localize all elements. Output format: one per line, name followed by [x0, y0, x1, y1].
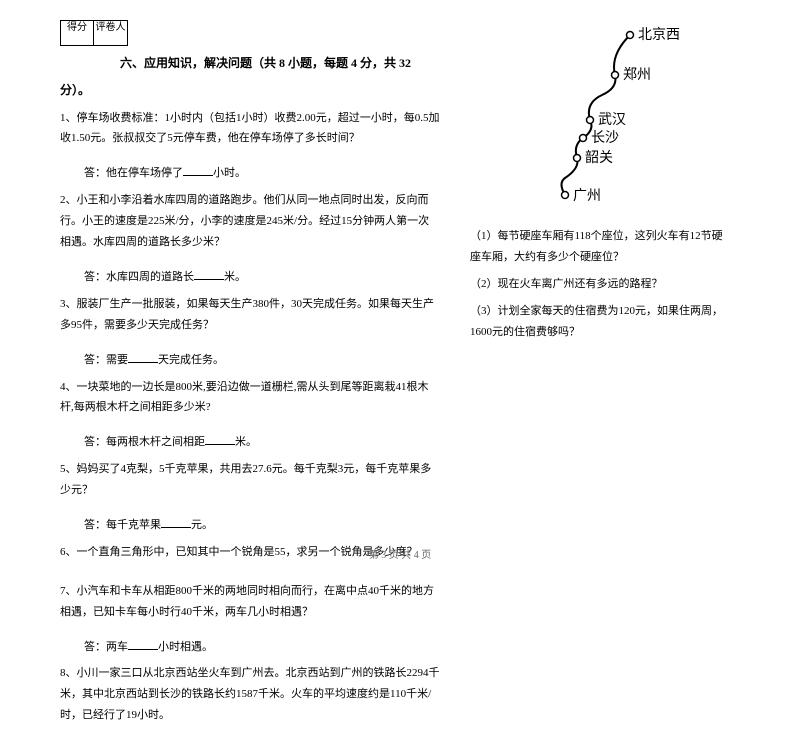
- station-dot: [627, 32, 634, 39]
- station-dot: [580, 135, 587, 142]
- subquestion-2: （2）现在火车离广州还有多远的路程？: [470, 274, 730, 295]
- blank: [183, 164, 213, 176]
- answer-3-pre: 答：需要: [84, 354, 128, 366]
- question-4: 4、一块菜地的一边长是800米,要沿边做一道栅栏,需从头到尾等距离栽41根木杆,…: [60, 377, 440, 419]
- question-2: 2、小王和小李沿着水库四周的道路跑步。他们从同一地点同时出发，反向而行。小王的速…: [60, 190, 440, 253]
- answer-2: 答：水库四周的道路长 米。: [60, 267, 440, 288]
- answer-4: 答：每两根木杆之间相距 米。: [60, 432, 440, 453]
- answer-3-post: 天完成任务。: [158, 354, 224, 366]
- answer-7-post: 小时相遇。: [158, 641, 213, 653]
- station-label-bjx: 北京西: [638, 27, 680, 43]
- page-footer: 第 3 页 共 4 页: [0, 546, 800, 561]
- question-8: 8、小川一家三口从北京西站坐火车到广州去。北京西站到广州的铁路长2294千米，其…: [60, 663, 440, 726]
- answer-4-pre: 答：每两根木杆之间相距: [84, 436, 205, 448]
- answer-1-post: 小时。: [213, 167, 246, 179]
- blank: [161, 516, 191, 528]
- station-dot: [612, 72, 619, 79]
- station-dot: [562, 192, 569, 199]
- section-title: 六、应用知识，解决问题（共 8 小题，每题 4 分，共 32: [60, 52, 440, 75]
- answer-2-pre: 答：水库四周的道路长: [84, 271, 194, 283]
- station-dot: [574, 155, 581, 162]
- score-cell-grader: 评卷人: [94, 20, 128, 46]
- station-label-zz: 郑州: [623, 67, 651, 83]
- answer-5-pre: 答：每千克苹果: [84, 519, 161, 531]
- blank: [128, 351, 158, 363]
- answer-5: 答：每千克苹果 元。: [60, 515, 440, 536]
- question-3: 3、服装厂生产一批服装，如果每天生产380件，30天完成任务。如果每天生产多95…: [60, 294, 440, 336]
- station-dot: [587, 117, 594, 124]
- question-5: 5、妈妈买了4克梨，5千克苹果，共用去27.6元。每千克梨3元，每千克苹果多少元…: [60, 459, 440, 501]
- section-sub: 分）。: [60, 79, 440, 102]
- station-label-gz: 广州: [573, 188, 601, 204]
- answer-1: 答：他在停车场停了 小时。: [60, 163, 440, 184]
- answer-7: 答：两车 小时相遇。: [60, 637, 440, 658]
- answer-5-post: 元。: [191, 519, 213, 531]
- answer-1-pre: 答：他在停车场停了: [84, 167, 183, 179]
- answer-3: 答：需要 天完成任务。: [60, 350, 440, 371]
- score-cell-score: 得分: [60, 20, 94, 46]
- answer-4-post: 米。: [235, 436, 257, 448]
- blank: [205, 433, 235, 445]
- station-label-cs: 长沙: [591, 130, 619, 146]
- answer-2-post: 米。: [224, 271, 246, 283]
- answer-7-pre: 答：两车: [84, 641, 128, 653]
- blank: [128, 638, 158, 650]
- station-label-sg: 韶关: [585, 150, 613, 166]
- rail-map: 北京西 郑州 武汉 长沙 韶关 广州: [510, 20, 690, 220]
- subquestion-3: （3）计划全家每天的住宿费为120元，如果住两周，1600元的住宿费够吗？: [470, 301, 730, 343]
- blank: [194, 268, 224, 280]
- subquestion-1: （1）每节硬座车厢有118个座位，这列火车有12节硬座车厢，大约有多少个硬座位？: [470, 226, 730, 268]
- question-1: 1、停车场收费标准：1小时内（包括1小时）收费2.00元，超过一小时，每0.5加…: [60, 108, 440, 150]
- score-box: 得分 评卷人: [60, 20, 440, 46]
- question-7: 7、小汽车和卡车从相距800千米的两地同时相向而行，在离中点40千米的地方相遇，…: [60, 581, 440, 623]
- station-label-wh: 武汉: [598, 112, 626, 128]
